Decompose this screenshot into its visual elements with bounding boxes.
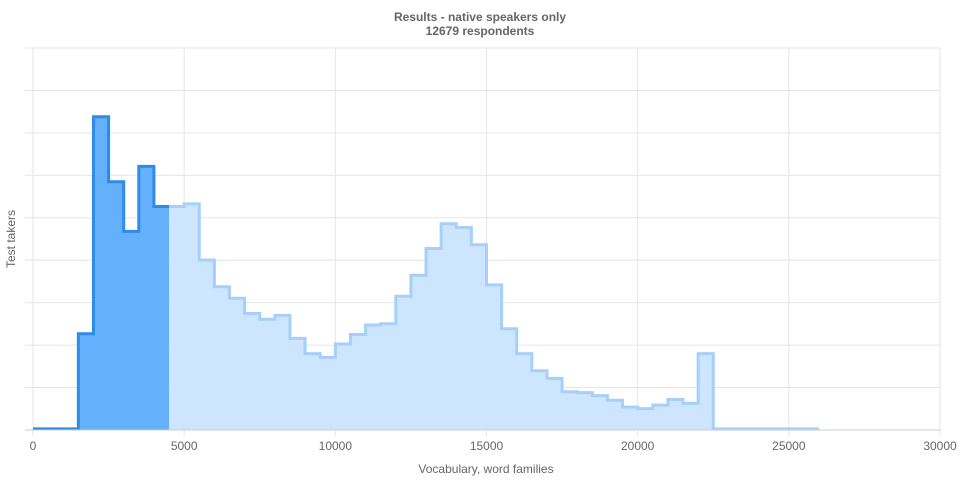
area-fill-highlight — [33, 116, 170, 430]
chart-title-line-1: Results - native speakers only — [394, 10, 566, 24]
area-outline-highlight — [33, 115, 170, 431]
x-axis-title: Vocabulary, word families — [418, 462, 553, 476]
axes: 0 5000 10000 15000 20000 25000 30000 — [25, 429, 957, 453]
y-axis-title: Test takers — [4, 210, 18, 268]
x-tick-label-2: 10000 — [319, 439, 353, 453]
x-tick-label-0: 0 — [30, 439, 37, 453]
x-tick-label-6: 30000 — [923, 439, 957, 453]
area-fill-rest — [169, 203, 820, 430]
chart-title: Results - native speakers only 12679 res… — [394, 10, 566, 38]
x-tick-label-3: 15000 — [470, 439, 504, 453]
x-tick-label-4: 20000 — [621, 439, 655, 453]
x-tick-label-5: 25000 — [772, 439, 806, 453]
histogram-area — [33, 115, 820, 431]
chart-title-line-2: 12679 respondents — [426, 24, 535, 38]
area-outline-rest — [169, 202, 820, 431]
x-tick-label-1: 5000 — [171, 439, 198, 453]
